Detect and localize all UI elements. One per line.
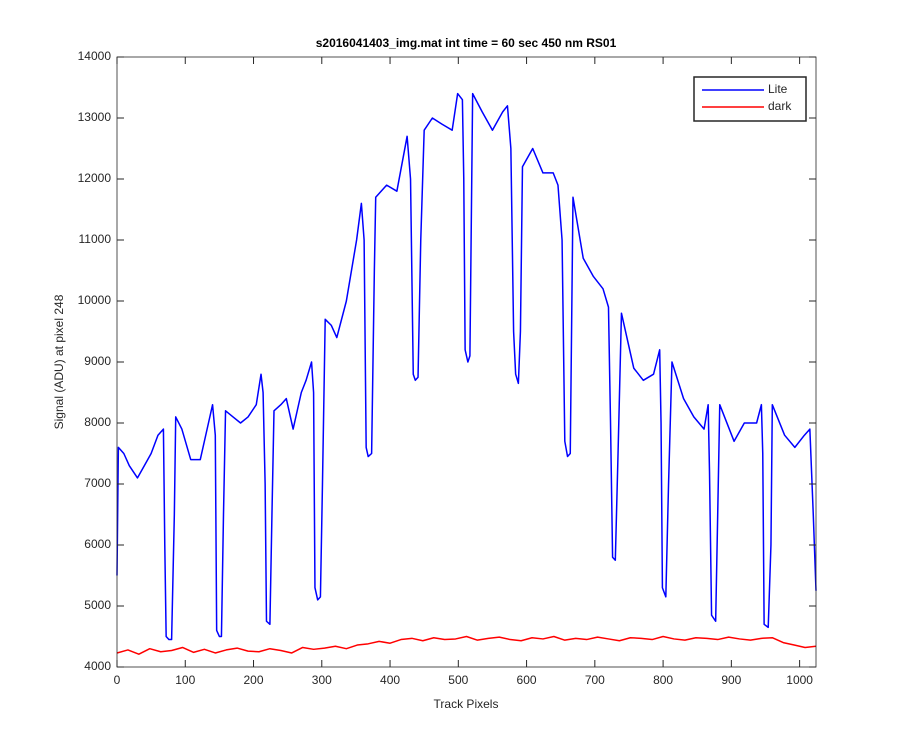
y-tick-label: 9000 <box>84 354 111 368</box>
legend-box <box>693 76 807 122</box>
x-tick-label: 600 <box>517 673 537 687</box>
y-tick-label: 10000 <box>78 293 112 307</box>
x-tick-label: 0 <box>114 673 121 687</box>
x-tick-label: 800 <box>653 673 673 687</box>
y-tick-label: 12000 <box>78 171 112 185</box>
y-tick-label: 6000 <box>84 537 111 551</box>
y-tick-label: 13000 <box>78 110 112 124</box>
data-line <box>116 635 817 655</box>
data-line <box>116 92 817 641</box>
x-tick-label: 1000 <box>786 673 813 687</box>
x-tick-label: 700 <box>585 673 605 687</box>
y-tick-label: 11000 <box>79 232 112 246</box>
x-tick-label: 500 <box>448 673 468 687</box>
y-tick-label: 4000 <box>84 659 111 673</box>
x-tick-label: 900 <box>721 673 741 687</box>
y-tick-label: 14000 <box>78 49 112 63</box>
y-tick-label: 5000 <box>84 598 111 612</box>
legend-label: dark <box>768 99 792 113</box>
x-tick-label: 200 <box>244 673 264 687</box>
x-tick-label: 300 <box>312 673 332 687</box>
chart-title: s2016041403_img.mat int time = 60 sec 45… <box>316 36 617 50</box>
y-tick-label: 7000 <box>84 476 111 490</box>
legend-label: Lite <box>768 82 788 96</box>
x-tick-label: 100 <box>175 673 195 687</box>
y-axis-label: Signal (ADU) at pixel 248 <box>52 294 66 429</box>
x-axis-label: Track Pixels <box>434 697 499 711</box>
plot-area <box>117 57 816 667</box>
x-tick-label: 400 <box>380 673 400 687</box>
y-tick-label: 8000 <box>84 415 111 429</box>
